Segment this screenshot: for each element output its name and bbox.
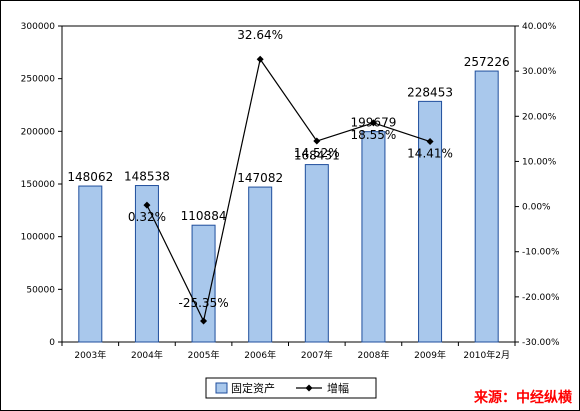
y-right-tick-label: 10.00% (522, 157, 557, 167)
growth-point (143, 201, 151, 209)
x-tick-label: 2010年2月 (463, 349, 510, 361)
bar-value-label: 110884 (181, 209, 227, 223)
legend-label-bar: 固定资产 (231, 381, 275, 395)
growth-value-label: 14.52% (294, 146, 340, 160)
legend-swatch-marker (305, 384, 313, 392)
growth-value-label: 0.32% (128, 210, 166, 224)
bar (78, 185, 103, 343)
growth-line (146, 57, 431, 323)
legend-swatch-bar (215, 382, 228, 394)
growth-point (369, 119, 377, 127)
y-left-tick-label: 150000 (21, 180, 56, 190)
x-tick-label: 2006年 (244, 349, 276, 361)
bar (191, 224, 216, 343)
y-right-tick-label: -10.00% (522, 248, 560, 258)
y-left-tick-label: 200000 (21, 127, 56, 137)
y-left-tick-label: 50000 (26, 285, 55, 295)
x-tick-label: 2007年 (301, 349, 333, 361)
growth-point (426, 138, 434, 146)
growth-value-label: 18.55% (351, 128, 397, 142)
plot-area (61, 25, 516, 343)
y-right-tick-label: -20.00% (522, 293, 560, 303)
growth-point (200, 317, 208, 325)
bar-value-label: 148538 (124, 170, 170, 184)
bar-value-label: 228453 (407, 85, 453, 99)
y-left-tick-label: 0 (49, 338, 55, 348)
bar-value-label: 257226 (464, 55, 510, 69)
source-caption: 来源：中经纵横 (473, 389, 573, 406)
legend-label-line: 增幅 (327, 381, 349, 395)
y-right-tick-label: 40.00% (522, 22, 557, 32)
y-left-tick-label: 100000 (21, 233, 56, 243)
x-tick-label: 2008年 (357, 349, 389, 361)
x-tick-label: 2009年 (414, 349, 446, 361)
growth-value-label: -25.35% (179, 296, 229, 310)
x-tick-label: 2004年 (131, 349, 163, 361)
x-tick-label: 2005年 (188, 349, 220, 361)
y-right-tick-label: 0.00% (522, 203, 551, 213)
bar-value-label: 168431 (294, 149, 340, 163)
legend-box (205, 377, 377, 399)
y-right-tick-label: -30.00% (522, 338, 560, 348)
bar (248, 186, 273, 343)
y-right-tick-label: 20.00% (522, 112, 557, 122)
bar (474, 70, 499, 343)
x-tick-label: 2003年 (74, 349, 106, 361)
growth-point (256, 55, 264, 63)
y-right-tick-label: 30.00% (522, 67, 557, 77)
bar-value-label: 148062 (67, 170, 113, 184)
growth-point (313, 137, 321, 145)
y-left-tick-label: 250000 (21, 75, 56, 85)
bar (134, 185, 159, 343)
bar (304, 164, 329, 343)
bar (418, 100, 443, 343)
bar-value-label: 147082 (237, 171, 283, 185)
bar (361, 131, 386, 343)
growth-value-label: 32.64% (237, 28, 283, 42)
growth-value-label: 14.41% (407, 147, 453, 161)
y-left-tick-label: 300000 (21, 22, 56, 32)
